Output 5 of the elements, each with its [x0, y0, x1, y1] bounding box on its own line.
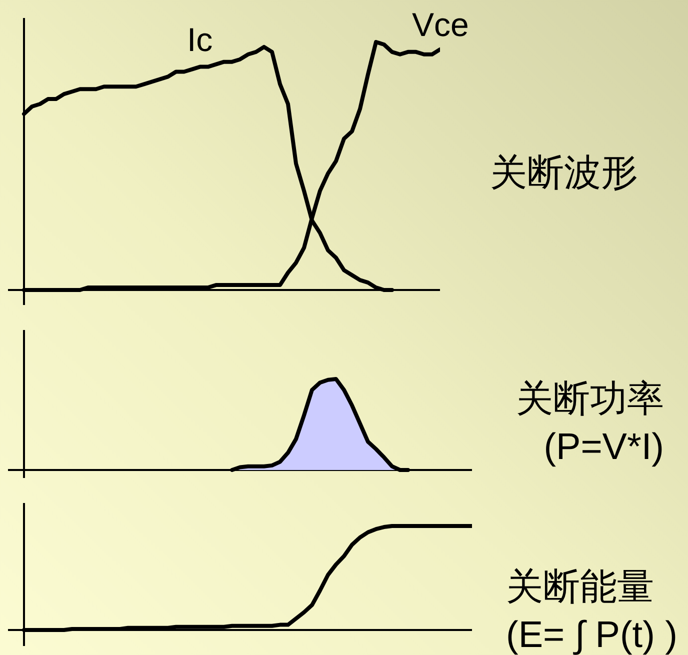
text: 关断能量 (E= ∫ P(t) )	[506, 566, 678, 655]
series-label: Ic	[187, 21, 213, 58]
text: 关断波形	[490, 152, 638, 193]
text: 关断功率 (P=V*I)	[516, 378, 664, 468]
series-label: Vce	[412, 6, 469, 43]
